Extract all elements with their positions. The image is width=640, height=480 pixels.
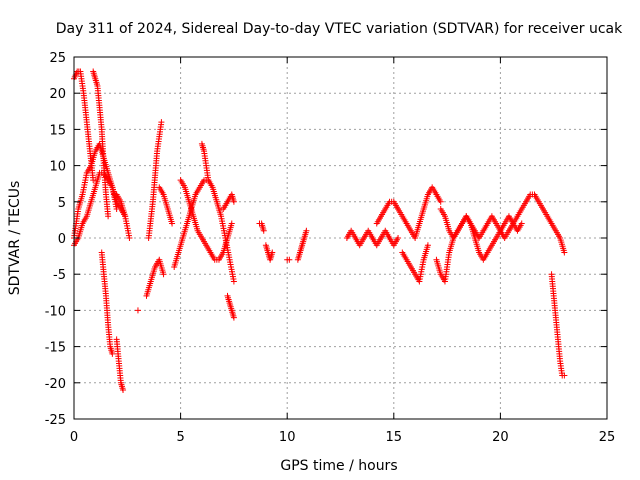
x-tick-label: 15 bbox=[386, 430, 403, 445]
data-point bbox=[518, 220, 525, 227]
data-point bbox=[126, 235, 133, 241]
axis-ticks: 0 5 10 15 20 25 -25 -20 -15 -10 -5 0 5 10 15 20 25 bbox=[45, 51, 616, 445]
data-point bbox=[437, 198, 444, 205]
y-tick-label: 5 bbox=[58, 196, 66, 211]
data-points bbox=[71, 68, 568, 394]
data-point bbox=[158, 119, 165, 126]
y-tick-label: 0 bbox=[58, 232, 66, 247]
data-point bbox=[230, 278, 237, 285]
data-point bbox=[120, 387, 127, 394]
x-tick-label: 10 bbox=[279, 430, 296, 445]
data-point bbox=[269, 249, 276, 256]
y-axis-label: SDTVAR / TECUs bbox=[7, 181, 23, 296]
y-tick-label: 10 bbox=[49, 160, 66, 175]
grid-lines bbox=[74, 57, 607, 419]
y-tick-label: -10 bbox=[45, 304, 66, 319]
data-point bbox=[260, 227, 267, 234]
data-point bbox=[134, 307, 141, 314]
y-tick-label: -15 bbox=[45, 341, 66, 356]
data-point bbox=[561, 249, 568, 256]
data-point bbox=[205, 177, 212, 184]
data-point bbox=[228, 220, 235, 227]
chart-title: Day 311 of 2024, Sidereal Day-to-day VTE… bbox=[56, 21, 623, 37]
data-point bbox=[105, 213, 112, 220]
data-point bbox=[561, 372, 568, 379]
data-point bbox=[90, 177, 97, 184]
y-tick-label: -5 bbox=[53, 268, 66, 283]
data-point bbox=[230, 314, 237, 321]
data-point bbox=[395, 235, 402, 241]
x-tick-label: 0 bbox=[70, 430, 78, 445]
y-tick-label: -20 bbox=[45, 377, 66, 392]
y-tick-label: 15 bbox=[49, 123, 66, 138]
x-tick-label: 20 bbox=[492, 430, 509, 445]
x-tick-label: 5 bbox=[176, 430, 184, 445]
y-tick-label: -25 bbox=[45, 413, 66, 428]
x-axis-label: GPS time / hours bbox=[280, 458, 397, 474]
data-point bbox=[160, 271, 167, 278]
data-point bbox=[109, 350, 116, 357]
data-point bbox=[303, 227, 310, 234]
y-tick-label: 20 bbox=[49, 87, 66, 102]
data-point bbox=[424, 242, 431, 249]
data-point bbox=[286, 256, 293, 263]
data-point bbox=[230, 198, 237, 205]
data-point bbox=[169, 220, 176, 227]
x-tick-label: 25 bbox=[599, 430, 616, 445]
y-tick-label: 25 bbox=[49, 51, 66, 66]
